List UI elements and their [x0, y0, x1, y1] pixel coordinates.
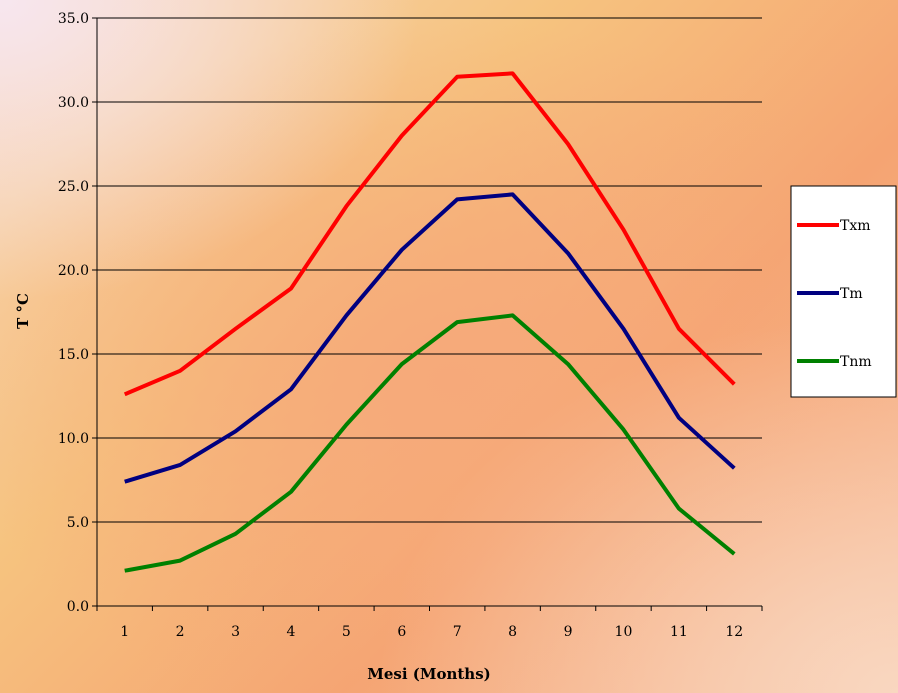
y-tick-label: 5.0 — [67, 515, 89, 531]
y-axis-title: T °C — [14, 293, 32, 329]
legend-label-txm: Txm — [840, 218, 871, 234]
x-tick-label: 7 — [453, 624, 462, 640]
gridlines — [97, 17, 762, 523]
y-tick-label: 35.0 — [58, 11, 89, 27]
x-tick-label: 11 — [670, 624, 688, 640]
series-lines — [123, 71, 736, 573]
legend: Txm Tm Tnm — [790, 185, 897, 398]
x-tick-label: 4 — [286, 624, 295, 640]
series-line-tnm — [124, 313, 736, 573]
x-tick-label: 6 — [397, 624, 406, 640]
series-line-tm — [124, 192, 736, 484]
y-tick-label: 15.0 — [58, 347, 89, 363]
x-tick-label: 3 — [231, 624, 240, 640]
series-line-txm — [123, 71, 736, 397]
x-tick-label: 12 — [725, 624, 743, 640]
x-tick-label: 1 — [120, 624, 129, 640]
y-tick-label: 0.0 — [67, 599, 89, 615]
y-tick-label: 25.0 — [58, 179, 89, 195]
y-tick-label: 10.0 — [58, 431, 89, 447]
x-tick-label: 5 — [342, 624, 351, 640]
x-tick-label: 8 — [508, 624, 517, 640]
x-tick-label: 10 — [615, 624, 633, 640]
x-tick-label: 2 — [176, 624, 185, 640]
legend-label-tnm: Tnm — [840, 354, 872, 370]
axes: 0.05.010.015.020.025.030.035.01 2 3 4 5 6 7 8 9 1… — [58, 11, 763, 640]
x-axis-title: Mesi (Months) — [367, 665, 491, 683]
y-tick-label: 20.0 — [58, 263, 89, 279]
legend-label-tm: Tm — [840, 286, 863, 302]
x-tick-label: 9 — [564, 624, 573, 640]
y-tick-label: 30.0 — [58, 95, 89, 111]
